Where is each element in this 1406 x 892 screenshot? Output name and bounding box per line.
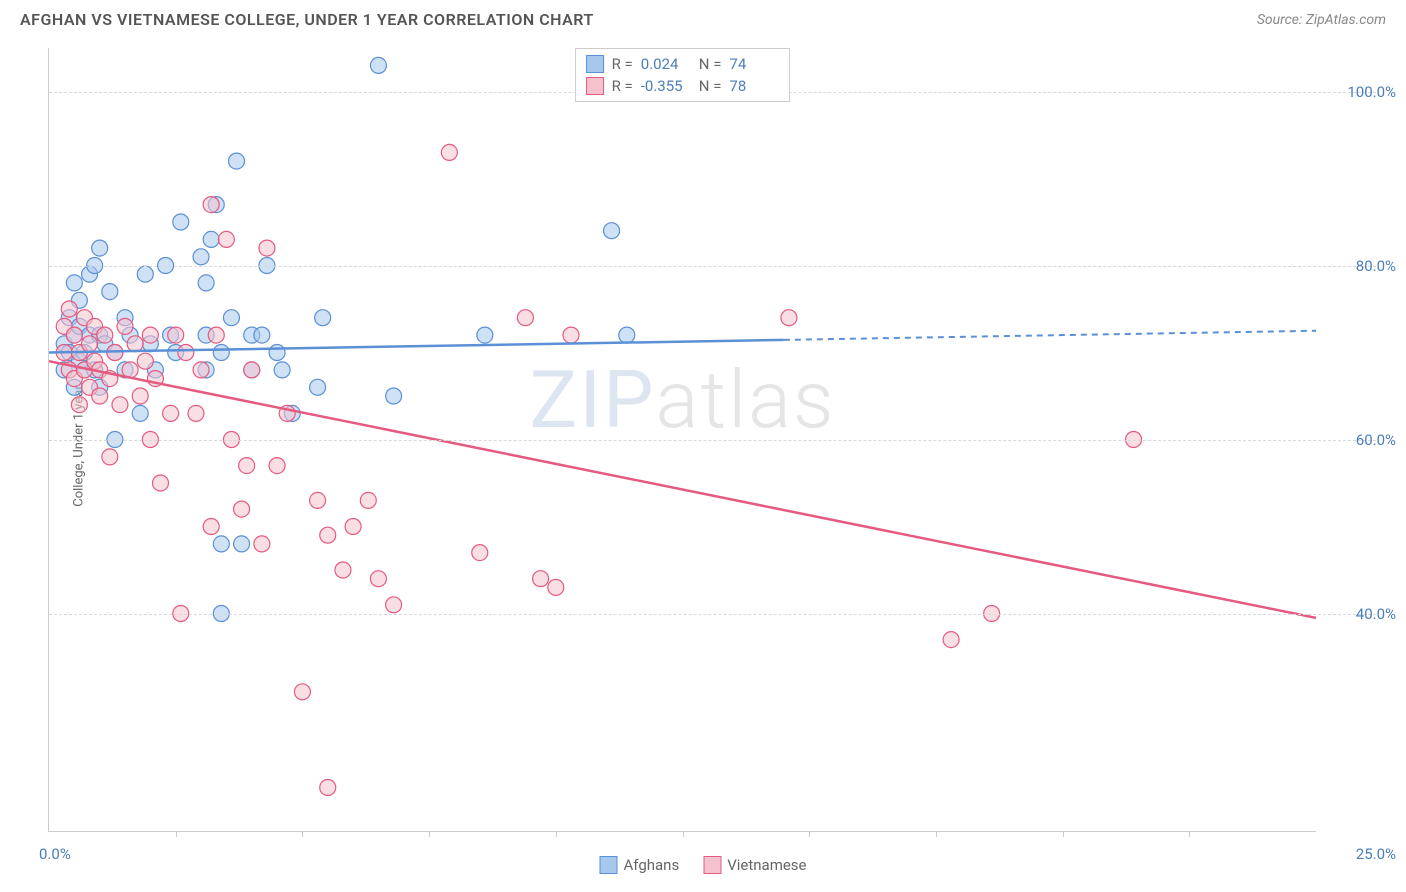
y-tick-label: 40.0%: [1356, 605, 1396, 623]
n-label: N =: [699, 77, 722, 95]
legend-label: Afghans: [623, 856, 679, 874]
legend-swatch-vietnamese: [586, 77, 604, 95]
x-axis-max-label: 25.0%: [1356, 845, 1396, 863]
n-label: N =: [699, 55, 722, 73]
legend-swatch-vietnamese: [703, 856, 721, 874]
chart-header: AFGHAN VS VIETNAMESE COLLEGE, UNDER 1 YE…: [0, 0, 1406, 37]
chart-source: Source: ZipAtlas.com: [1257, 12, 1386, 28]
correlation-legend-row: R = -0.355 N = 78: [586, 75, 780, 97]
legend-swatch-afghans: [586, 55, 604, 73]
chart-title: AFGHAN VS VIETNAMESE COLLEGE, UNDER 1 YE…: [20, 10, 594, 29]
series-legend: Afghans Vietnamese: [599, 856, 806, 874]
chart-plot-area: ZIPatlas R = 0.024 N = 74 R = -0.355 N =…: [48, 48, 1316, 832]
r-value: 0.024: [641, 55, 691, 73]
x-axis-min-label: 0.0%: [39, 845, 71, 863]
legend-label: Vietnamese: [727, 856, 806, 874]
legend-item-afghans: Afghans: [599, 856, 679, 874]
y-tick-label: 80.0%: [1356, 257, 1396, 275]
y-tick-label: 100.0%: [1347, 83, 1396, 101]
n-value: 74: [729, 55, 779, 73]
legend-item-vietnamese: Vietnamese: [703, 856, 806, 874]
r-label: R =: [612, 77, 633, 95]
r-label: R =: [612, 55, 633, 73]
y-tick-label: 60.0%: [1356, 431, 1396, 449]
r-value: -0.355: [641, 77, 691, 95]
n-value: 78: [729, 77, 779, 95]
legend-swatch-afghans: [599, 856, 617, 874]
correlation-legend: R = 0.024 N = 74 R = -0.355 N = 78: [575, 48, 791, 102]
correlation-legend-row: R = 0.024 N = 74: [586, 53, 780, 75]
